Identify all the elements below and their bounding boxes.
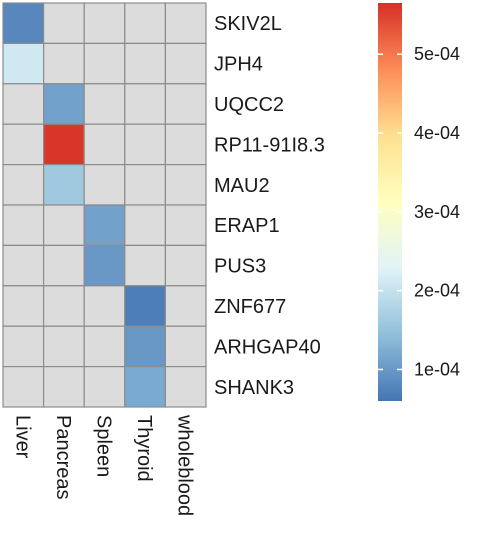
heatmap-cell-ERAP1-Spleen xyxy=(83,204,126,247)
heatmap-cell-SHANK3-Liver xyxy=(2,366,45,408)
heatmap-cell-RP11-91I8.3-Thyroid xyxy=(124,123,167,166)
heatmap-cell-SKIV2L-Pancreas xyxy=(42,2,85,45)
row-label: JPH4 xyxy=(214,54,263,76)
heatmap-cell-SHANK3-Spleen xyxy=(83,366,126,408)
heatmap-cell-JPH4-Pancreas xyxy=(42,42,85,85)
colorbar-tick-label: 2e-04 xyxy=(414,281,460,301)
row-label: UQCC2 xyxy=(214,94,284,116)
column-label: wholeblood xyxy=(174,414,196,516)
heatmap-cell-MAU2-Spleen xyxy=(83,164,126,206)
heatmap-cell-PUS3-Spleen xyxy=(83,244,126,287)
heatmap-cell-MAU2-wholeblood xyxy=(164,164,207,206)
heatmap-cell-ERAP1-wholeblood xyxy=(164,204,207,247)
colorbar-gradient xyxy=(378,3,402,401)
heatmap-cell-UQCC2-Liver xyxy=(2,83,45,125)
heatmap-cell-SHANK3-Thyroid xyxy=(124,366,167,408)
heatmap-cell-JPH4-Spleen xyxy=(83,42,126,85)
heatmap-cell-ERAP1-Pancreas xyxy=(42,204,85,247)
heatmap-cell-ZNF677-Liver xyxy=(2,285,45,327)
colorbar-tick-label: 4e-04 xyxy=(414,123,460,143)
heatmap-cells xyxy=(2,2,207,408)
colorbar-tick-label: 3e-04 xyxy=(414,202,460,222)
column-labels: Liver Pancreas Spleen Thyroid wholeblood xyxy=(11,414,195,516)
heatmap-cell-PUS3-Thyroid xyxy=(124,244,167,287)
column-label: Spleen xyxy=(93,415,115,477)
heatmap-cell-ARHGAP40-Liver xyxy=(2,325,45,368)
heatmap-cell-SKIV2L-Liver xyxy=(2,2,45,45)
column-label: Liver xyxy=(11,415,33,459)
heatmap-cell-MAU2-Thyroid xyxy=(124,164,167,206)
row-label: ERAP1 xyxy=(214,215,280,237)
heatmap-cell-ZNF677-Spleen xyxy=(83,285,126,327)
heatmap-cell-ZNF677-Thyroid xyxy=(124,285,167,327)
heatmap-cell-JPH4-Thyroid xyxy=(124,42,167,85)
heatmap-cell-RP11-91I8.3-Liver xyxy=(2,123,45,166)
heatmap-cell-ZNF677-wholeblood xyxy=(164,285,207,327)
heatmap-cell-ZNF677-Pancreas xyxy=(42,285,85,327)
colorbar-tick-label: 5e-04 xyxy=(414,44,460,64)
heatmap-cell-UQCC2-Spleen xyxy=(83,83,126,125)
heatmap-cell-RP11-91I8.3-Pancreas xyxy=(42,123,85,166)
heatmap-cell-RP11-91I8.3-wholeblood xyxy=(164,123,207,166)
heatmap-cell-PUS3-Liver xyxy=(2,244,45,287)
row-label: RP11-91I8.3 xyxy=(214,134,325,156)
heatmap-cell-ARHGAP40-wholeblood xyxy=(164,325,207,368)
row-label: SKIV2L xyxy=(214,13,282,35)
heatmap-cell-ARHGAP40-Spleen xyxy=(83,325,126,368)
column-label: Thyroid xyxy=(133,415,155,482)
row-label: SHANK3 xyxy=(214,377,294,399)
heatmap-cell-JPH4-Liver xyxy=(2,42,45,85)
heatmap-cell-ARHGAP40-Thyroid xyxy=(124,325,167,368)
heatmap-cell-ERAP1-Thyroid xyxy=(124,204,167,247)
row-label: PUS3 xyxy=(214,256,266,278)
heatmap-cell-RP11-91I8.3-Spleen xyxy=(83,123,126,166)
heatmap-cell-MAU2-Pancreas xyxy=(42,164,85,206)
heatmap-cell-UQCC2-Thyroid xyxy=(124,83,167,125)
heatmap-cell-PUS3-wholeblood xyxy=(164,244,207,287)
heatmap-cell-UQCC2-Pancreas xyxy=(42,83,85,125)
column-label: Pancreas xyxy=(52,415,74,500)
heatmap-cell-SHANK3-wholeblood xyxy=(164,366,207,408)
heatmap-cell-UQCC2-wholeblood xyxy=(164,83,207,125)
colorbar-tick-label: 1e-04 xyxy=(414,359,460,379)
heatmap-cell-JPH4-wholeblood xyxy=(164,42,207,85)
colorbar: 1e-04 2e-04 3e-04 4e-04 5e-04 xyxy=(378,3,460,401)
row-labels: SKIV2L JPH4 UQCC2 RP11-91I8.3 MAU2 ERAP1 PUS3 Z… xyxy=(214,13,325,399)
heatmap-cell-SKIV2L-wholeblood xyxy=(164,2,207,45)
heatmap-cell-SHANK3-Pancreas xyxy=(42,366,85,408)
heatmap-cell-SKIV2L-Thyroid xyxy=(124,2,167,45)
heatmap-cell-SKIV2L-Spleen xyxy=(83,2,126,45)
row-label: ARHGAP40 xyxy=(214,336,321,358)
heatmap-cell-ERAP1-Liver xyxy=(2,204,45,247)
row-label: ZNF677 xyxy=(214,296,286,318)
heatmap-cell-MAU2-Liver xyxy=(2,164,45,206)
heatmap-cell-ARHGAP40-Pancreas xyxy=(42,325,85,368)
heatmap-cell-PUS3-Pancreas xyxy=(42,244,85,287)
row-label: MAU2 xyxy=(214,175,270,197)
